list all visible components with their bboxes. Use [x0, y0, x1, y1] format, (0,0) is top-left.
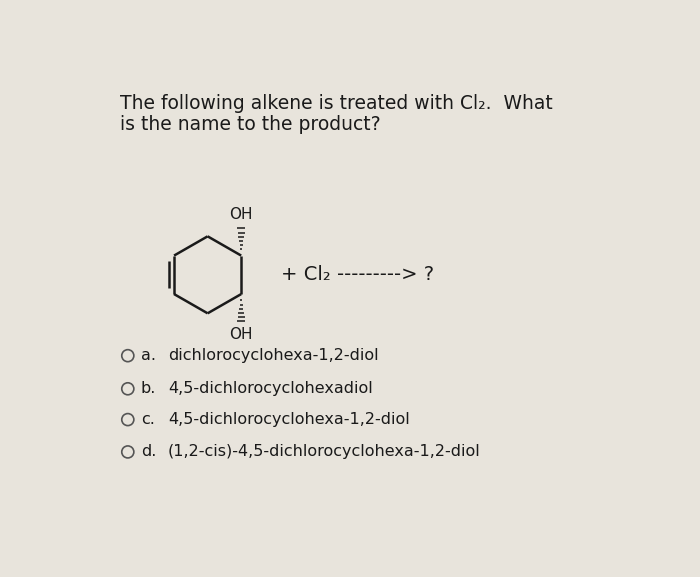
Text: b.: b.: [141, 381, 156, 396]
Text: 4,5-dichlorocyclohexadiol: 4,5-dichlorocyclohexadiol: [168, 381, 373, 396]
Text: c.: c.: [141, 412, 155, 427]
Text: OH: OH: [230, 327, 253, 342]
Text: The following alkene is treated with Cl₂.  What: The following alkene is treated with Cl₂…: [120, 94, 553, 113]
Text: 4,5-dichlorocyclohexa-1,2-diol: 4,5-dichlorocyclohexa-1,2-diol: [168, 412, 410, 427]
Text: dichlorocyclohexa-1,2-diol: dichlorocyclohexa-1,2-diol: [168, 348, 379, 363]
Text: d.: d.: [141, 444, 156, 459]
Text: + Cl₂ ---------> ?: + Cl₂ ---------> ?: [281, 265, 435, 284]
Text: OH: OH: [230, 208, 253, 223]
Text: (1,2-cis)-4,5-dichlorocyclohexa-1,2-diol: (1,2-cis)-4,5-dichlorocyclohexa-1,2-diol: [168, 444, 481, 459]
Text: is the name to the product?: is the name to the product?: [120, 115, 381, 134]
Text: a.: a.: [141, 348, 156, 363]
